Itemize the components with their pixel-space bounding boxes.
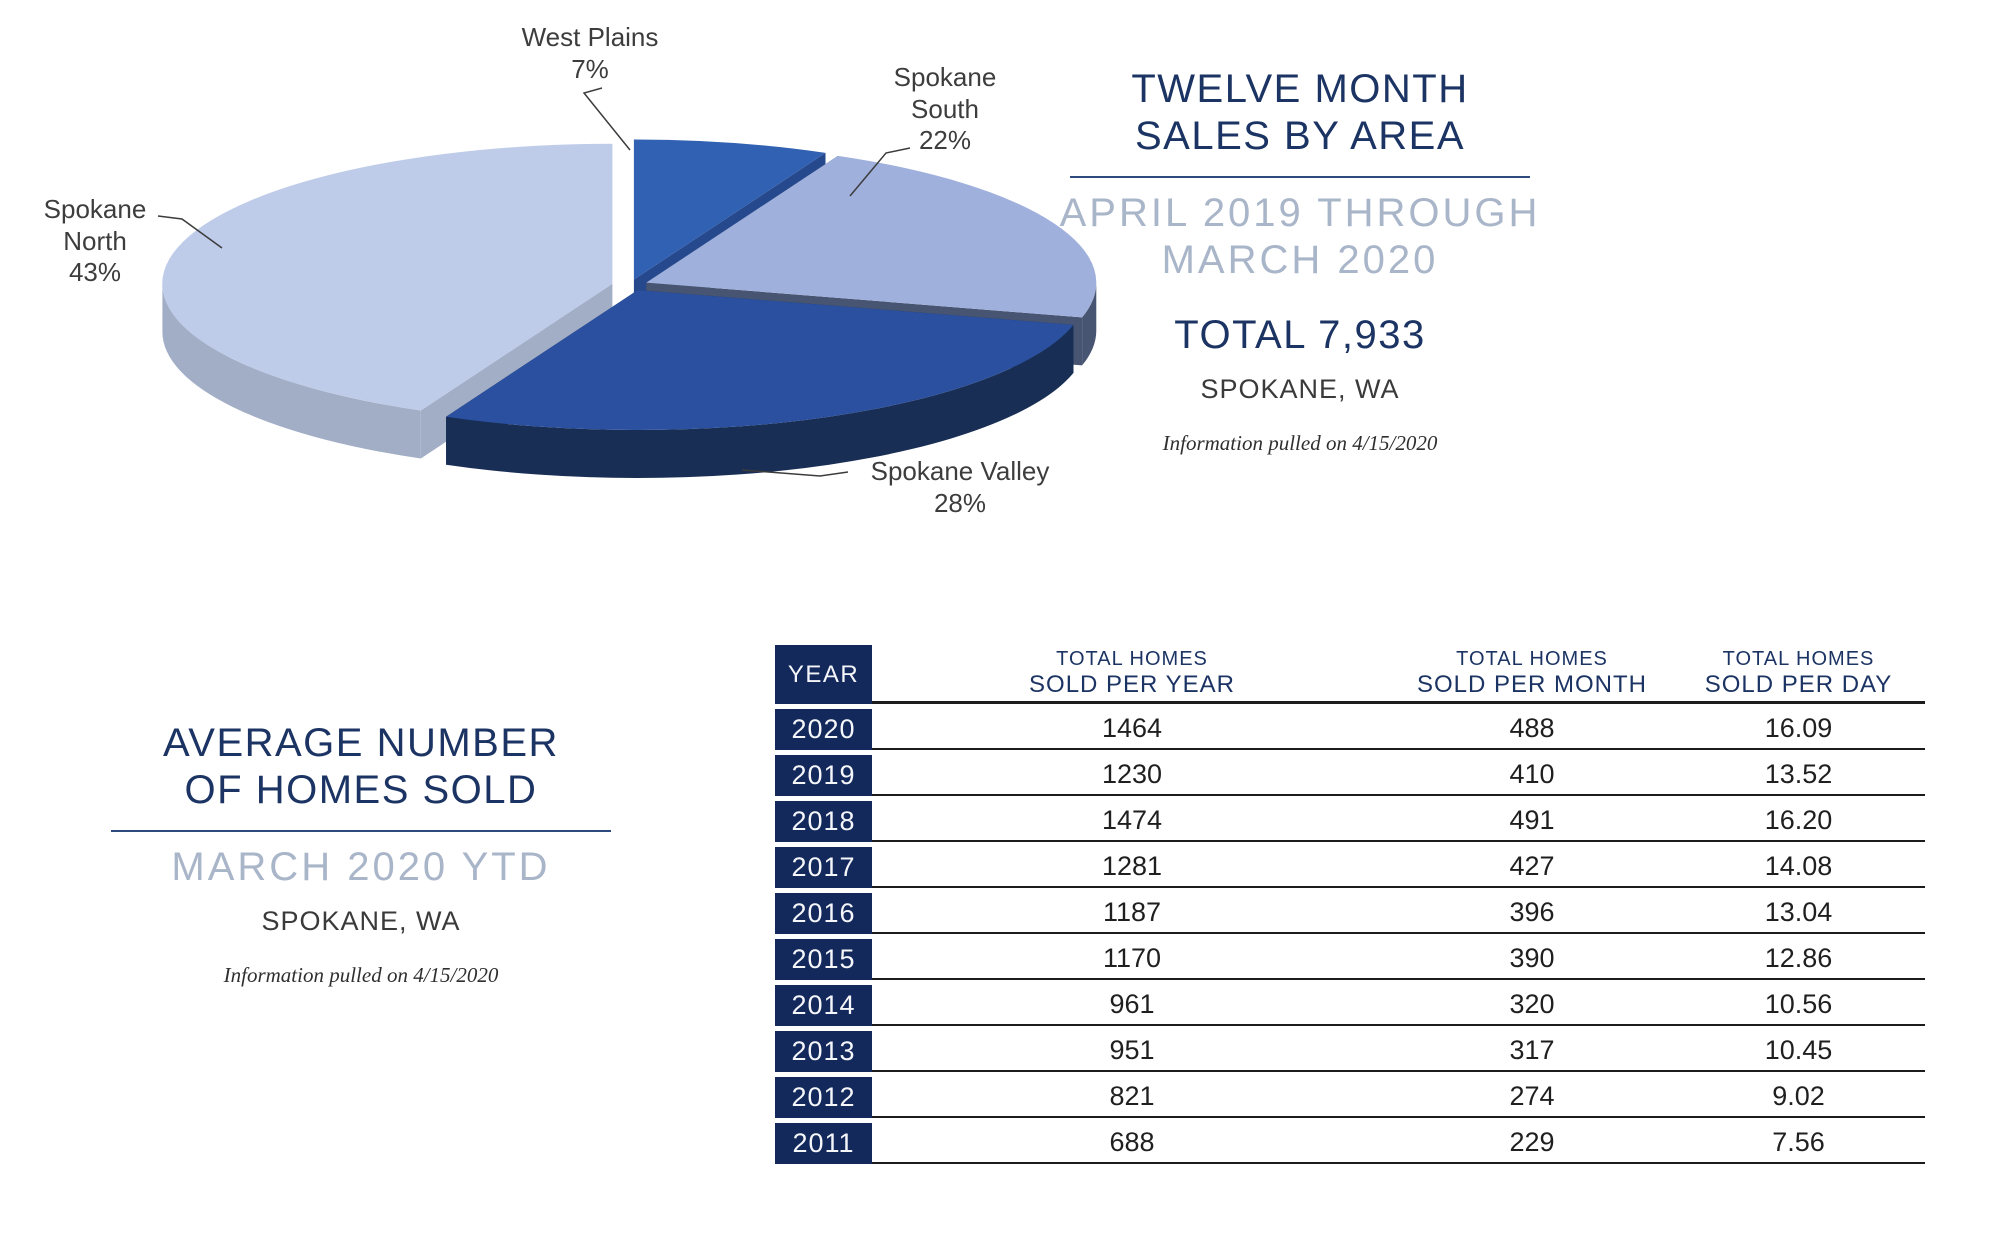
table-row-2017: 2017 1281 427 14.08 <box>775 847 1925 888</box>
year-cell: 2013 <box>775 1031 872 1072</box>
pie-slice-spokane-south-top <box>646 155 1097 318</box>
header-line1: TOTAL HOMES <box>1722 647 1875 670</box>
value-cell-per-month: 390 <box>1392 939 1672 980</box>
value-cell-per-year: 821 <box>872 1077 1392 1118</box>
value-cell-per-year: 961 <box>872 985 1392 1026</box>
sales-title-block: TWELVE MONTH SALES BY AREA APRIL 2019 TH… <box>1040 66 1560 456</box>
average-subtitle: MARCH 2020 YTD <box>171 845 551 889</box>
pie-slice-spokane-north-top <box>162 143 613 411</box>
table-row-2013: 2013 951 317 10.45 <box>775 1031 1925 1072</box>
year-cell: 2017 <box>775 847 872 888</box>
value-cell-per-year: 1230 <box>872 755 1392 796</box>
value-cell-per-year: 688 <box>872 1123 1392 1164</box>
value-cell-per-day: 16.20 <box>1672 801 1925 842</box>
year-cell: 2019 <box>775 755 872 796</box>
value-cell-per-month: 274 <box>1392 1077 1672 1118</box>
table-row-2014: 2014 961 320 10.56 <box>775 985 1925 1026</box>
value-cell-per-month: 396 <box>1392 893 1672 934</box>
value-cell-per-month: 320 <box>1392 985 1672 1026</box>
sales-title-line1: TWELVE MONTH <box>1131 67 1469 111</box>
pie-chart-svg <box>157 87 1097 479</box>
title-divider <box>1070 176 1530 178</box>
pie-label-west-plains: West Plains 7% <box>521 22 659 84</box>
value-cell-per-month: 317 <box>1392 1031 1672 1072</box>
value-cell-per-year: 1170 <box>872 939 1392 980</box>
sales-table-wrap: YEAR TOTAL HOMES SOLD PER YEAR TOTAL HOM… <box>775 640 1925 1169</box>
leader-line-spokane-valley <box>741 469 849 477</box>
pie-label-spokane-valley: Spokane Valley 28% <box>870 456 1050 518</box>
table-row-2011: 2011 688 229 7.56 <box>775 1123 1925 1164</box>
value-cell-per-month: 427 <box>1392 847 1672 888</box>
value-cell-per-year: 951 <box>872 1031 1392 1072</box>
value-cell-per-month: 229 <box>1392 1123 1672 1164</box>
header-sold-per-month: TOTAL HOMES SOLD PER MONTH <box>1392 645 1672 704</box>
value-cell-per-year: 1474 <box>872 801 1392 842</box>
header-line2: SOLD PER MONTH <box>1416 670 1648 698</box>
leader-line-spokane-south <box>849 147 911 197</box>
value-cell-per-day: 12.86 <box>1672 939 1925 980</box>
table-row-2018: 2018 1474 491 16.20 <box>775 801 1925 842</box>
year-cell: 2018 <box>775 801 872 842</box>
pie-label-spokane-north: Spokane North 43% <box>43 194 147 288</box>
value-cell-per-day: 10.45 <box>1672 1031 1925 1072</box>
pie-geometry <box>162 139 1097 479</box>
table-row-2020: 2020 1464 488 16.09 <box>775 709 1925 750</box>
table-row-2012: 2012 821 274 9.02 <box>775 1077 1925 1118</box>
value-cell-per-day: 13.04 <box>1672 893 1925 934</box>
table-row-2016: 2016 1187 396 13.04 <box>775 893 1925 934</box>
pie-slice-spokane-south-rim <box>1082 282 1097 366</box>
table-row-2019: 2019 1230 410 13.52 <box>775 755 1925 796</box>
value-cell-per-day: 13.52 <box>1672 755 1925 796</box>
header-sold-per-day: TOTAL HOMES SOLD PER DAY <box>1672 645 1925 704</box>
average-location: SPOKANE, WA <box>261 906 461 936</box>
year-cell: 2012 <box>775 1077 872 1118</box>
table-header-row: YEAR TOTAL HOMES SOLD PER YEAR TOTAL HOM… <box>775 645 1925 704</box>
sales-subtitle-line2: MARCH 2020 <box>1161 238 1439 282</box>
year-header-cell: YEAR <box>775 645 872 704</box>
average-title-block: AVERAGE NUMBER OF HOMES SOLD MARCH 2020 … <box>100 720 622 988</box>
pie-slice-spokane-north-rim <box>162 283 421 459</box>
pie-slice-spokane-valley-rim <box>446 324 1074 479</box>
value-cell-per-month: 410 <box>1392 755 1672 796</box>
value-cell-per-day: 10.56 <box>1672 985 1925 1026</box>
value-cell-per-day: 16.09 <box>1672 709 1925 750</box>
sales-location: SPOKANE, WA <box>1200 374 1400 404</box>
pie-leader-lines <box>157 87 911 477</box>
header-line2: SOLD PER YEAR <box>1029 670 1235 698</box>
average-divider <box>111 830 611 832</box>
year-cell: 2011 <box>775 1123 872 1164</box>
value-cell-per-year: 1464 <box>872 709 1392 750</box>
sales-table: YEAR TOTAL HOMES SOLD PER YEAR TOTAL HOM… <box>775 640 1925 1169</box>
value-cell-per-day: 7.56 <box>1672 1123 1925 1164</box>
value-cell-per-year: 1187 <box>872 893 1392 934</box>
leader-line-spokane-north <box>157 215 223 249</box>
pie-label-spokane-south: Spokane South 22% <box>893 62 997 156</box>
header-line2: SOLD PER DAY <box>1704 670 1893 698</box>
value-cell-per-month: 491 <box>1392 801 1672 842</box>
sales-info-note: Information pulled on 4/15/2020 <box>1162 431 1438 455</box>
sales-title-line2: SALES BY AREA <box>1134 114 1466 158</box>
year-cell: 2020 <box>775 709 872 750</box>
leader-line-west-plains <box>582 87 631 151</box>
sales-subtitle-line1: APRIL 2019 THROUGH <box>1059 191 1541 235</box>
header-sold-per-year: TOTAL HOMES SOLD PER YEAR <box>872 645 1392 704</box>
year-cell: 2015 <box>775 939 872 980</box>
value-cell-per-month: 488 <box>1392 709 1672 750</box>
pie-slice-spokane-valley-top <box>446 290 1074 431</box>
average-title-line2: OF HOMES SOLD <box>184 768 538 812</box>
header-line1: TOTAL HOMES <box>1056 647 1208 670</box>
value-cell-per-day: 9.02 <box>1672 1077 1925 1118</box>
year-cell: 2014 <box>775 985 872 1026</box>
average-info-note: Information pulled on 4/15/2020 <box>223 963 499 987</box>
value-cell-per-year: 1281 <box>872 847 1392 888</box>
table-row-2015: 2015 1170 390 12.86 <box>775 939 1925 980</box>
year-cell: 2016 <box>775 893 872 934</box>
sales-total: TOTAL 7,933 <box>1174 313 1426 357</box>
average-title-line1: AVERAGE NUMBER <box>163 721 559 765</box>
pie-slice-west-plains-top <box>633 139 826 280</box>
value-cell-per-day: 14.08 <box>1672 847 1925 888</box>
header-line1: TOTAL HOMES <box>1456 647 1608 670</box>
